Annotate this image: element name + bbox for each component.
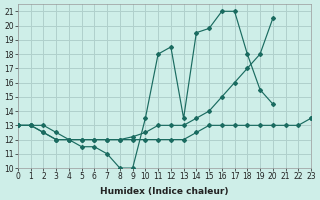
X-axis label: Humidex (Indice chaleur): Humidex (Indice chaleur) xyxy=(100,187,229,196)
